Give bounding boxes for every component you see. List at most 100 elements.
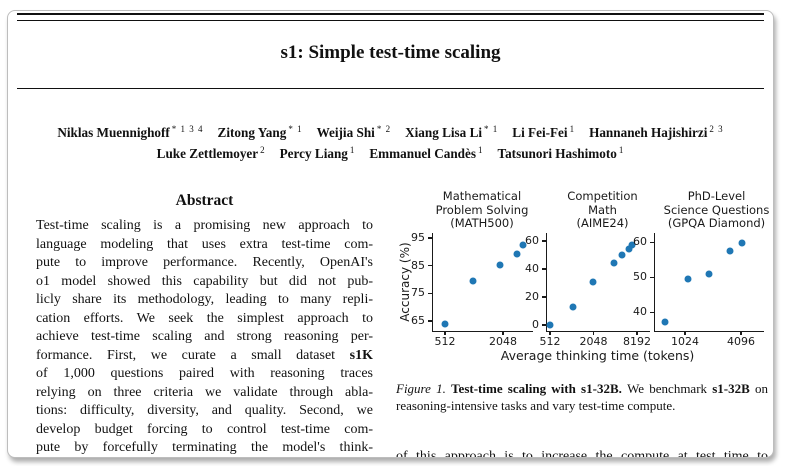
x-tick-mark xyxy=(684,331,686,335)
abstract-segment: relying on three criteria we validate th… xyxy=(36,384,373,400)
subplot-title-line: Math xyxy=(588,202,617,217)
data-point xyxy=(519,241,527,249)
x-tick-label: 512 xyxy=(434,335,456,348)
author-affiliation-sup: * 1 xyxy=(288,124,303,134)
data-point xyxy=(705,270,713,278)
abstract-segment: cation efforts. We seek the simplest app… xyxy=(36,310,373,326)
data-point xyxy=(628,241,636,249)
y-tick-mark xyxy=(428,237,432,239)
author-name-text: Tatsunori Hashimoto xyxy=(497,146,617,162)
y-tick-mark xyxy=(428,320,432,322)
data-point xyxy=(684,275,692,283)
y-tick-mark xyxy=(428,292,432,294)
author-name-text: Emmanuel Candès xyxy=(369,146,476,162)
y-tick-label: 40 xyxy=(525,261,539,275)
y-tick-label: 95 xyxy=(411,230,425,244)
y-tick-label: 40 xyxy=(633,305,647,319)
abstract-line: develop budget forcing to control test-t… xyxy=(36,421,373,440)
author-name-text: Niklas Muennighoff xyxy=(57,125,170,141)
author-name: Weijia Shi * 2 xyxy=(317,124,392,140)
data-point xyxy=(496,261,504,269)
abstract-line: of 1,000 questions paired with reasoning… xyxy=(36,365,373,384)
x-tick-mark xyxy=(502,331,504,335)
figure-x-axis-label: Average thinking time (tokens) xyxy=(500,348,695,363)
paper-page: s1: Simple test-time scaling Niklas Muen… xyxy=(7,10,774,458)
y-tick-mark xyxy=(428,265,432,267)
author-name-text: Zitong Yang xyxy=(217,125,287,141)
subplot-gpqa-diamond: 1024 4096 40 50 60 xyxy=(633,233,764,348)
abstract-line: relying on three criteria we validate th… xyxy=(36,384,373,403)
abstract-line: Test-time scaling is a promising new app… xyxy=(36,217,373,236)
author-affiliation-sup: 1 xyxy=(349,145,356,155)
author-affiliation-sup: 2 xyxy=(260,145,266,155)
abstract-text: Test-time scaling is a promising new app… xyxy=(36,217,373,457)
data-point xyxy=(569,303,576,311)
y-tick-mark xyxy=(542,296,546,298)
author-name: Li Fei-Fei 1 xyxy=(512,124,576,140)
x-tick-label: 512 xyxy=(539,335,561,348)
author-name-text: Percy Liang xyxy=(279,146,348,162)
data-point xyxy=(610,259,618,267)
y-tick-label: 20 xyxy=(525,289,539,303)
abstract-line: cation efforts. We seek the simplest app… xyxy=(36,310,373,329)
subplot-title-line: (MATH500) xyxy=(450,216,514,231)
subplot-title-line: Science Questions xyxy=(663,202,770,217)
x-tick-label: 4096 xyxy=(727,335,756,348)
abstract-line: o1 model showed this capability but did … xyxy=(36,273,373,292)
abstract-segment: pute by forcefully terminating the model… xyxy=(36,440,373,455)
caption-segment: s1-32B xyxy=(712,381,750,396)
author-row: Luke Zettlemoyer 2 Percy Liang 1 Emmanuel Ca… xyxy=(8,140,773,161)
abstract-segment: o1 model showed this capability but did … xyxy=(36,273,373,289)
author-name: Tatsunori Hashimoto 1 xyxy=(497,145,625,162)
header-rule-thin xyxy=(17,19,764,21)
abstract-segment: language modeling that uses extra test-t… xyxy=(36,236,373,252)
author-affiliation-sup: 1 xyxy=(618,145,625,155)
data-point xyxy=(589,278,597,286)
author-name: Percy Liang 1 xyxy=(279,145,356,162)
abstract-line: pute to improve performance. Recently, O… xyxy=(36,254,373,273)
caption-segment: We benchmark xyxy=(627,381,713,396)
y-tick-mark xyxy=(542,268,546,270)
author-name: Luke Zettlemoyer 2 xyxy=(157,145,266,161)
abstract-segment: formance. First, we curate a small datas… xyxy=(36,347,350,363)
subplot-title-math500: Mathematical Problem Solving (MATH500) xyxy=(436,189,529,231)
y-tick-label: 60 xyxy=(633,235,647,249)
caption-segment: Test-time scaling with s1-32B. xyxy=(451,381,628,396)
subplot-title-line: (AIME24) xyxy=(576,216,629,231)
subplot-title-line: PhD-Level xyxy=(687,189,746,203)
author-name: Xiang Lisa Li * 1 xyxy=(405,124,499,141)
author-affiliation-sup: * 1 xyxy=(484,124,499,134)
x-tick-mark xyxy=(549,331,551,335)
y-tick-mark xyxy=(542,240,546,242)
author-affiliation-sup: 1 xyxy=(569,124,576,134)
data-point xyxy=(618,251,626,259)
y-tick-label: 60 xyxy=(525,233,539,247)
abstract-segment: develop budget forcing to control test-t… xyxy=(36,421,373,437)
abstract-line: tions: difficulty, diversity, and qualit… xyxy=(36,402,373,421)
subplot-title-gpqa-diamond: PhD-Level Science Questions (GPQA Diamond) xyxy=(663,189,770,231)
x-tick-label: 8192 xyxy=(622,335,651,348)
abstract-segment: of 1,000 questions paired with reasoning… xyxy=(36,366,373,381)
y-tick-label: 75 xyxy=(411,286,425,300)
author-name: Hannaneh Hajishirzi 2 3 xyxy=(589,124,724,140)
paper-title: s1: Simple test-time scaling xyxy=(280,42,501,63)
subplot-aime24: 512 2048 8192 0 20 40 60 xyxy=(525,233,651,348)
data-point xyxy=(625,245,633,253)
data-point xyxy=(726,247,734,254)
author-name: Emmanuel Candès 1 xyxy=(369,145,484,162)
abstract-line: pute by forcefully terminating the model… xyxy=(36,439,373,457)
abstract-segment: achieve test-time scaling and strong rea… xyxy=(36,329,373,344)
caption-segment: on reasoning-intensive tasks and vary te… xyxy=(396,381,769,413)
author-name: Niklas Muennighoff * 1 3 4 xyxy=(57,124,203,141)
y-tick-mark xyxy=(650,311,654,313)
abstract-line: achieve test-time scaling and strong rea… xyxy=(36,328,373,347)
author-affiliation-sup: 1 xyxy=(478,145,484,155)
abstract-heading: Abstract xyxy=(175,192,234,209)
y-tick-label: 85 xyxy=(411,258,425,272)
abstract-segment: tions: difficulty, diversity, and qualit… xyxy=(36,403,373,418)
author-name-text: Xiang Lisa Li xyxy=(405,125,483,141)
y-tick-label: 65 xyxy=(411,314,425,328)
y-tick-label: 0 xyxy=(532,317,539,331)
y-tick-mark xyxy=(650,241,654,243)
